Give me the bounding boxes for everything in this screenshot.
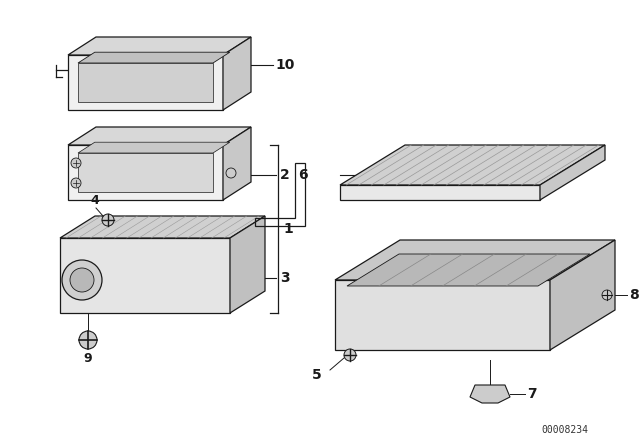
- Text: 2: 2: [280, 168, 290, 182]
- Polygon shape: [347, 254, 590, 286]
- Polygon shape: [68, 145, 223, 200]
- Text: 4: 4: [90, 194, 99, 207]
- Circle shape: [70, 268, 94, 292]
- Polygon shape: [78, 52, 230, 63]
- Text: 1: 1: [283, 222, 292, 236]
- Polygon shape: [78, 142, 230, 153]
- Polygon shape: [550, 240, 615, 350]
- Circle shape: [71, 158, 81, 168]
- Circle shape: [79, 331, 97, 349]
- Circle shape: [344, 349, 356, 361]
- Circle shape: [71, 178, 81, 188]
- Text: 3: 3: [280, 271, 290, 285]
- Polygon shape: [78, 63, 213, 102]
- Polygon shape: [470, 385, 510, 403]
- Circle shape: [602, 290, 612, 300]
- Text: 5: 5: [312, 368, 322, 382]
- Text: 7: 7: [527, 387, 536, 401]
- Text: 00008234: 00008234: [541, 425, 589, 435]
- Polygon shape: [68, 127, 251, 145]
- Text: 6: 6: [298, 168, 308, 182]
- Polygon shape: [340, 185, 540, 200]
- Polygon shape: [335, 280, 550, 350]
- Polygon shape: [60, 216, 265, 238]
- Circle shape: [226, 168, 236, 178]
- Text: 10: 10: [275, 58, 294, 72]
- Polygon shape: [60, 238, 230, 313]
- Polygon shape: [540, 145, 605, 200]
- Polygon shape: [335, 240, 615, 280]
- Circle shape: [102, 214, 114, 226]
- Polygon shape: [340, 145, 605, 185]
- Polygon shape: [223, 37, 251, 110]
- Polygon shape: [230, 216, 265, 313]
- Circle shape: [62, 260, 102, 300]
- Polygon shape: [78, 153, 213, 192]
- Text: 8: 8: [629, 288, 639, 302]
- Polygon shape: [68, 55, 223, 110]
- Polygon shape: [223, 127, 251, 200]
- Polygon shape: [68, 37, 251, 55]
- Text: 9: 9: [83, 352, 92, 365]
